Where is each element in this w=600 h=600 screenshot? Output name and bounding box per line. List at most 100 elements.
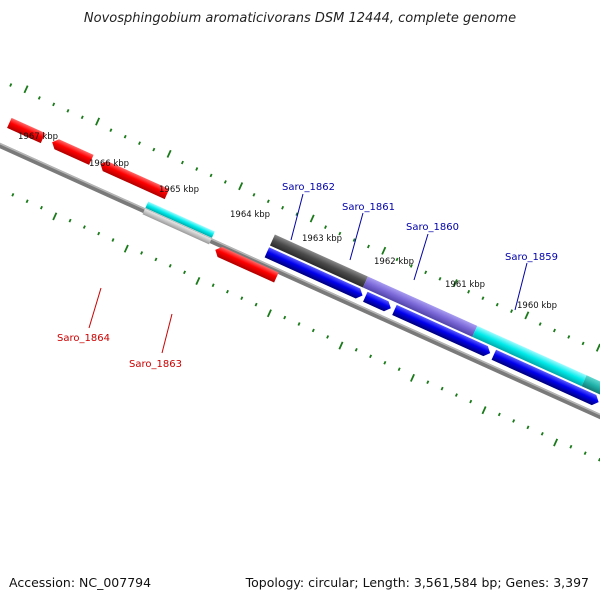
ruler-major-tick (452, 279, 458, 288)
ruler-minor-tick (80, 115, 84, 120)
ruler-minor-tick (354, 348, 358, 352)
leader-saro-1863 (161, 313, 173, 354)
ruler-major-tick (95, 117, 101, 126)
genome-summary-text: Topology: circular; Length: 3,561,584 bp… (245, 575, 589, 590)
gene-label-saro-1861[interactable]: Saro_1861 (342, 202, 395, 213)
ruler-minor-tick (540, 432, 544, 436)
ruler-minor-tick (526, 425, 530, 430)
ruler-label-1960: 1960 kbp (517, 301, 557, 311)
leader-saro-1862 (290, 193, 304, 241)
ruler-minor-tick (512, 419, 516, 423)
ruler-major-tick (410, 373, 415, 382)
ruler-minor-tick (567, 335, 571, 339)
ruler-label-1964: 1964 kbp (230, 210, 270, 220)
ruler-minor-tick (209, 173, 213, 178)
feature-cyan-1859[interactable] (472, 325, 587, 387)
ruler-minor-tick (37, 96, 41, 100)
gene-label-saro-1859[interactable]: Saro_1859 (505, 252, 558, 263)
ruler-minor-tick (497, 412, 501, 417)
ruler-minor-tick (440, 386, 444, 391)
ruler-minor-tick (140, 251, 144, 255)
ruler-minor-tick (395, 257, 399, 262)
gene-arrow-saro-1859[interactable] (491, 349, 600, 407)
accession-text: Accession: NC_007794 (9, 575, 151, 590)
ruler-minor-tick (495, 302, 499, 307)
map-title: Novosphingobium aromaticivorans DSM 1244… (84, 11, 516, 26)
ruler-label-1965: 1965 kbp (159, 185, 199, 195)
inner-ruler (0, 186, 600, 462)
ruler-minor-tick (111, 238, 115, 242)
ruler-minor-tick (39, 205, 43, 210)
ruler-minor-tick (510, 309, 514, 313)
leader-saro-1864 (88, 287, 102, 329)
gene-arrow-saro-1863[interactable] (213, 245, 279, 283)
gene-label-saro-1863[interactable]: Saro_1863 (129, 359, 182, 370)
ruler-minor-tick (11, 192, 15, 197)
ruler-minor-tick (52, 102, 56, 107)
ruler-label-1967: 1967 kbp (18, 132, 58, 142)
ruler-minor-tick (138, 141, 141, 145)
ruler-minor-tick (223, 180, 227, 184)
gene-label-saro-1860[interactable]: Saro_1860 (406, 222, 459, 233)
ruler-minor-tick (180, 160, 184, 165)
ruler-minor-tick (195, 167, 199, 171)
ruler-minor-tick (252, 193, 256, 197)
ruler-major-tick (266, 309, 272, 318)
ruler-label-1961: 1961 kbp (445, 280, 485, 290)
ruler-major-tick (238, 182, 244, 191)
ruler-major-tick (23, 85, 29, 94)
ruler-minor-tick (438, 276, 442, 281)
ruler-minor-tick (409, 264, 413, 268)
gene-label-saro-1862[interactable]: Saro_1862 (282, 182, 335, 193)
ruler-major-tick (195, 276, 201, 285)
ruler-label-1962: 1962 kbp (374, 257, 414, 267)
feature-purple-1861-1860[interactable] (362, 276, 478, 337)
ruler-minor-tick (25, 199, 29, 204)
ruler-major-tick (524, 311, 530, 320)
genome-backbone (0, 130, 600, 432)
gene-arrow-left-2[interactable] (50, 137, 94, 165)
ruler-major-tick (381, 246, 387, 255)
feature-cyan-1864[interactable] (145, 201, 215, 238)
ruler-minor-tick (225, 289, 229, 294)
feature-gray-1862[interactable] (269, 234, 368, 288)
ruler-minor-tick (397, 367, 401, 372)
gene-arrow-saro-1864[interactable] (98, 159, 170, 200)
feature-teal[interactable] (581, 375, 600, 411)
ruler-major-tick (553, 438, 559, 447)
ruler-major-tick (52, 212, 58, 221)
gene-arrow-saro-1860[interactable] (392, 304, 492, 358)
ruler-minor-tick (168, 264, 172, 268)
ruler-minor-tick (583, 451, 587, 456)
ruler-minor-tick (338, 231, 342, 236)
ruler-minor-tick (324, 225, 328, 229)
ruler-minor-tick (266, 199, 270, 204)
ruler-minor-tick (454, 393, 458, 397)
gene-arrow-saro-1862[interactable] (264, 247, 365, 300)
ruler-minor-tick (311, 328, 315, 333)
ruler-minor-tick (66, 109, 70, 113)
ruler-label-1966: 1966 kbp (89, 159, 129, 169)
ruler-minor-tick (240, 296, 244, 300)
ruler-minor-tick (369, 354, 373, 359)
ruler-minor-tick (569, 444, 573, 449)
ruler-minor-tick (183, 270, 187, 275)
gene-arrow-saro-1861[interactable] (363, 291, 393, 314)
ruler-minor-tick (123, 134, 127, 139)
gene-arrow-left-1[interactable] (7, 117, 46, 144)
leader-saro-1861 (349, 212, 364, 261)
feature-light-gray[interactable] (142, 208, 212, 245)
ruler-major-tick (166, 149, 172, 158)
genome-track (0, 83, 600, 462)
ruler-minor-tick (68, 218, 72, 223)
ruler-minor-tick (97, 231, 101, 236)
ruler-minor-tick (366, 244, 370, 249)
ruler-minor-tick (281, 205, 285, 210)
ruler-minor-tick (109, 128, 113, 133)
ruler-minor-tick (426, 380, 430, 384)
ruler-label-1963: 1963 kbp (302, 234, 342, 244)
ruler-minor-tick (469, 399, 473, 404)
ruler-major-tick (338, 341, 344, 350)
gene-label-saro-1864[interactable]: Saro_1864 (57, 333, 110, 344)
